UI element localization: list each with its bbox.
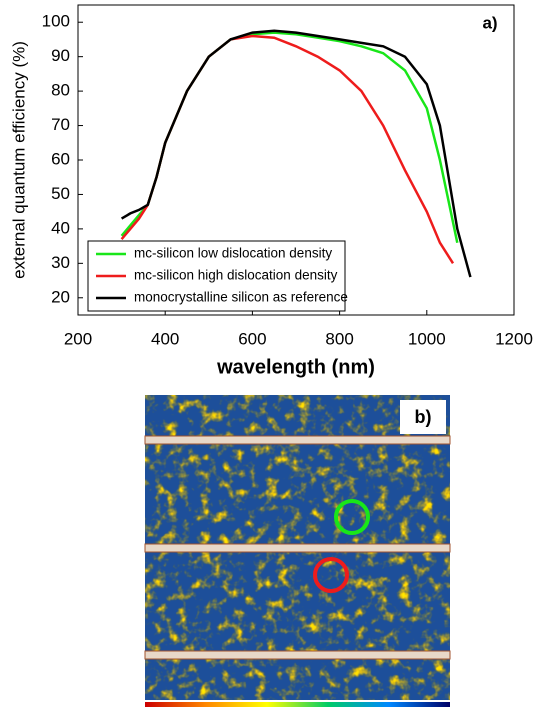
x-tick-label: 200	[64, 329, 92, 348]
y-tick-label: 60	[51, 149, 70, 168]
image-b: b)	[144, 395, 451, 707]
x-tick-label: 600	[238, 329, 266, 348]
color-bar	[145, 702, 450, 707]
map-band	[144, 650, 451, 660]
legend-label: mc-silicon low dislocation density	[134, 246, 332, 261]
x-tick-label: 1000	[408, 329, 446, 348]
series-line	[120, 29, 472, 278]
y-tick-label: 40	[51, 218, 70, 237]
y-tick-label: 30	[51, 253, 70, 272]
red-circle	[313, 557, 349, 593]
y-tick-label: 80	[51, 81, 70, 100]
x-axis-label: wavelength (nm)	[216, 356, 375, 378]
x-tick-label: 1200	[495, 329, 533, 348]
map-band	[144, 435, 451, 445]
green-circle	[334, 499, 370, 535]
map-band	[144, 543, 451, 553]
x-tick-label: 400	[151, 329, 179, 348]
legend-label: mc-silicon high dislocation density	[134, 268, 338, 283]
series-line	[120, 31, 459, 243]
x-tick-label: 800	[325, 329, 353, 348]
annotation: a)	[482, 13, 497, 32]
legend-label: monocrystalline silicon as reference	[134, 290, 348, 305]
label-box	[400, 400, 446, 434]
panel-label: b)	[415, 407, 432, 427]
y-tick-label: 20	[51, 287, 70, 306]
y-tick-label: 50	[51, 184, 70, 203]
legend-box	[87, 240, 346, 312]
y-tick-label: 70	[51, 115, 70, 134]
y-tick-label: 100	[42, 12, 70, 31]
y-tick-label: 90	[51, 46, 70, 65]
y-axis-label: external quantum efficiency (%)	[9, 41, 28, 279]
